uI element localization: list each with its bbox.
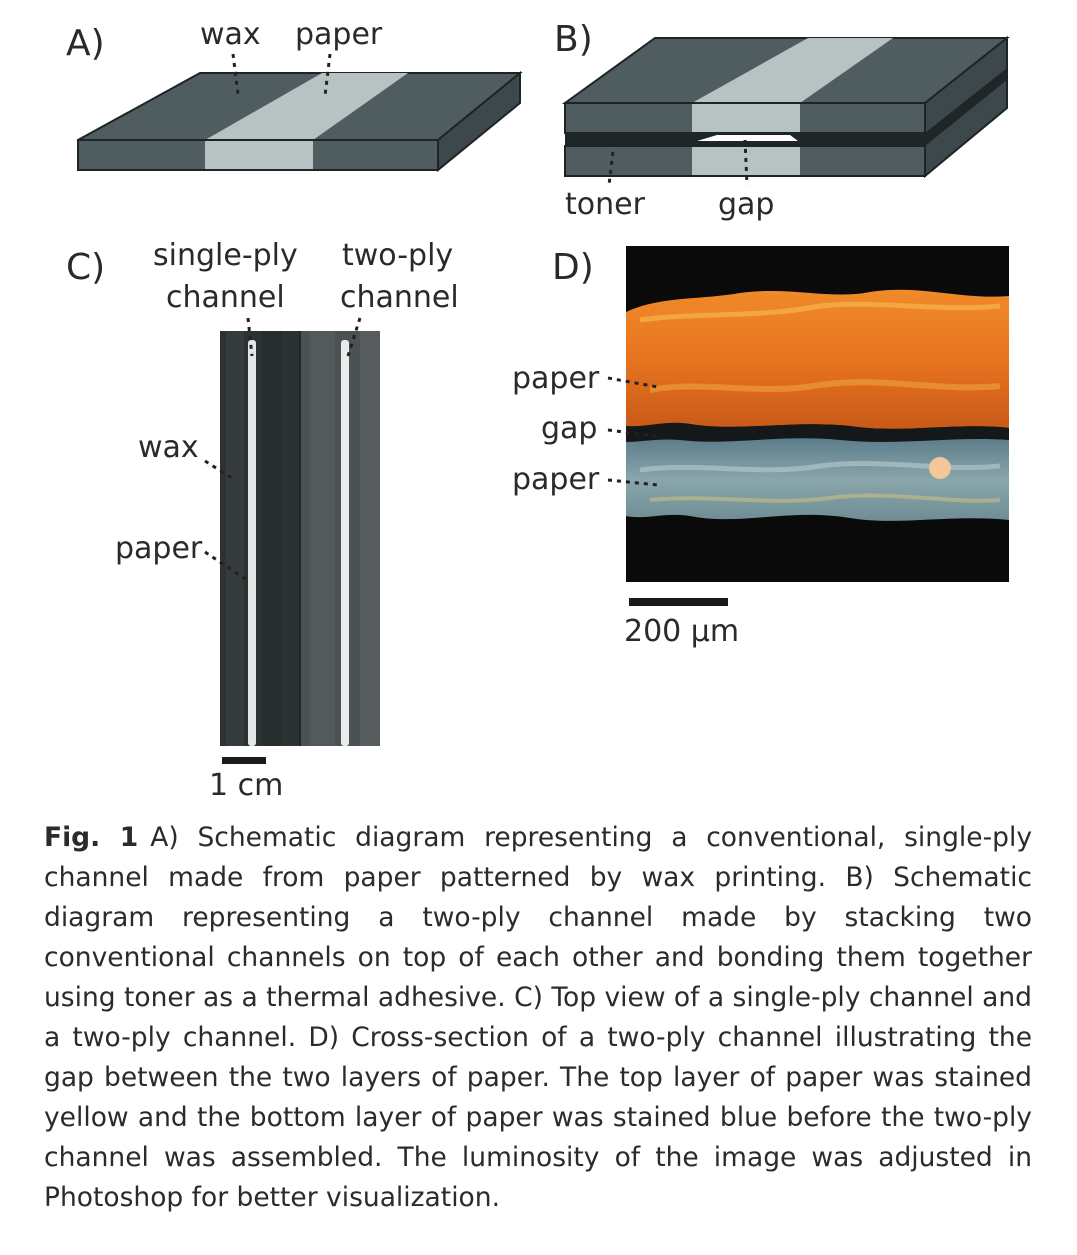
label-paper-bottom-d: paper <box>512 462 600 497</box>
leader-line-wax-a <box>231 53 240 95</box>
figure-graphics <box>77 35 1010 764</box>
leader-line-toner <box>607 142 616 186</box>
panel-letter-a: A) <box>66 23 105 64</box>
scale-bar-d <box>629 598 728 606</box>
label-single-ply-line1: single-ply <box>153 238 298 273</box>
label-two-ply-line1: two-ply <box>342 238 454 273</box>
scale-label-c: 1 cm <box>209 768 284 803</box>
panel-d-micrograph <box>626 246 1009 582</box>
caption-label: Fig. 1 <box>44 822 139 853</box>
label-wax-a: wax <box>200 17 261 52</box>
panel-a-slab <box>77 70 523 173</box>
leader-line-paper-a <box>323 53 332 97</box>
label-paper-top-d: paper <box>512 361 600 396</box>
label-two-ply-line2: channel <box>340 280 459 315</box>
leader-line-single-ply <box>246 317 254 357</box>
leader-line-gap-d <box>607 428 656 438</box>
label-single-ply-line2: channel <box>166 280 285 315</box>
panel-c-photo <box>220 331 380 746</box>
scale-label-d: 200 µm <box>624 614 740 649</box>
label-paper-a: paper <box>295 17 383 52</box>
label-wax-c: wax <box>138 430 199 465</box>
scale-bar-c <box>222 757 266 764</box>
leader-line-paper-c <box>204 550 251 584</box>
label-gap-d: gap <box>541 411 598 446</box>
panel-letter-d: D) <box>552 247 594 288</box>
panel-b-slab <box>561 35 1010 179</box>
label-toner: toner <box>565 187 645 222</box>
panel-letter-b: B) <box>554 19 593 60</box>
figure-caption: Fig. 1 A) Schematic diagram representing … <box>44 818 1032 1218</box>
panel-letter-c: C) <box>66 247 106 288</box>
caption-text: A) Schematic diagram representing a conv… <box>44 822 1033 1213</box>
leader-line-gap-b <box>743 139 749 186</box>
leader-line-two-ply <box>346 317 362 357</box>
label-gap-b: gap <box>718 187 775 222</box>
label-paper-c: paper <box>115 531 203 566</box>
